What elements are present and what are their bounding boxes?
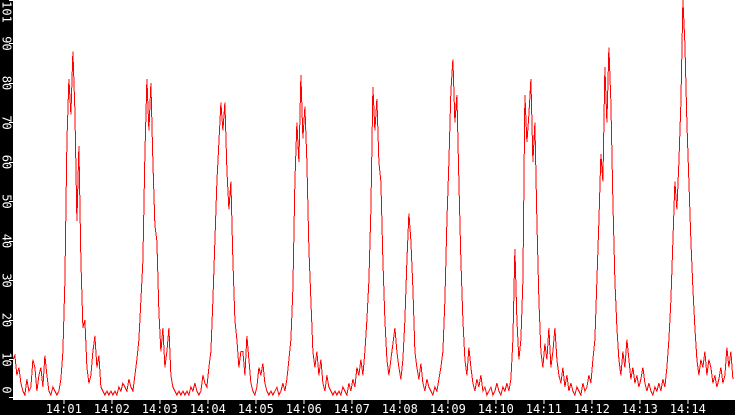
y-axis-label: 70 [0,115,14,129]
y-axis-label: 50 [0,194,14,208]
y-axis-tick [9,397,13,398]
x-axis-tick [159,400,161,404]
x-axis-tick [495,400,497,404]
y-axis-label: 20 [0,313,14,327]
x-axis-label: 14:12 [574,402,610,415]
y-axis-label: 30 [0,273,14,287]
x-axis-label: 14:05 [238,402,274,415]
x-axis-tick [303,400,305,404]
x-axis-tick [399,400,401,404]
x-axis-label: 14:14 [670,402,706,415]
y-axis-label: 40 [0,234,14,248]
x-axis-tick [111,400,113,404]
y-axis-tick [9,201,13,202]
x-axis-tick [639,400,641,404]
x-axis-label: 14:09 [430,402,466,415]
y-axis-label: 80 [0,76,14,90]
x-axis-tick [591,400,593,404]
x-axis-label: 14:11 [526,402,562,415]
x-axis-label: 14:02 [94,402,130,415]
y-axis-tick [9,320,13,321]
y-axis-tick [9,359,13,360]
y-axis-tick [9,162,13,163]
x-axis-tick [207,400,209,404]
x-axis-label: 14:03 [142,402,178,415]
x-axis-label: 14:04 [190,402,226,415]
x-axis-strip [0,400,735,415]
y-axis-label: 60 [0,155,14,169]
y-axis-tick [9,43,13,44]
x-axis-tick [543,400,545,404]
y-axis-tick [9,0,13,1]
x-axis-tick [447,400,449,404]
y-axis-label: 0 [0,386,14,393]
x-axis-label: 14:10 [478,402,514,415]
x-axis-tick [351,400,353,404]
x-axis-label: 14:01 [46,402,82,415]
y-axis-label: 101 [0,1,14,23]
y-axis-label: 90 [0,36,14,50]
y-axis-label: 10 [0,352,14,366]
x-axis-tick [63,400,65,404]
x-axis-label: 14:06 [286,402,322,415]
y-axis-tick [9,280,13,281]
x-axis-label: 14:08 [382,402,418,415]
series-line [12,0,734,397]
y-axis-strip [0,0,13,415]
x-axis-label: 14:07 [334,402,370,415]
y-axis-tick [9,122,13,123]
y-axis-tick [9,241,13,242]
x-axis-tick [687,400,689,404]
y-axis-tick [9,83,13,84]
x-axis-tick [255,400,257,404]
series-group [12,0,734,397]
x-axis-label: 14:13 [622,402,658,415]
